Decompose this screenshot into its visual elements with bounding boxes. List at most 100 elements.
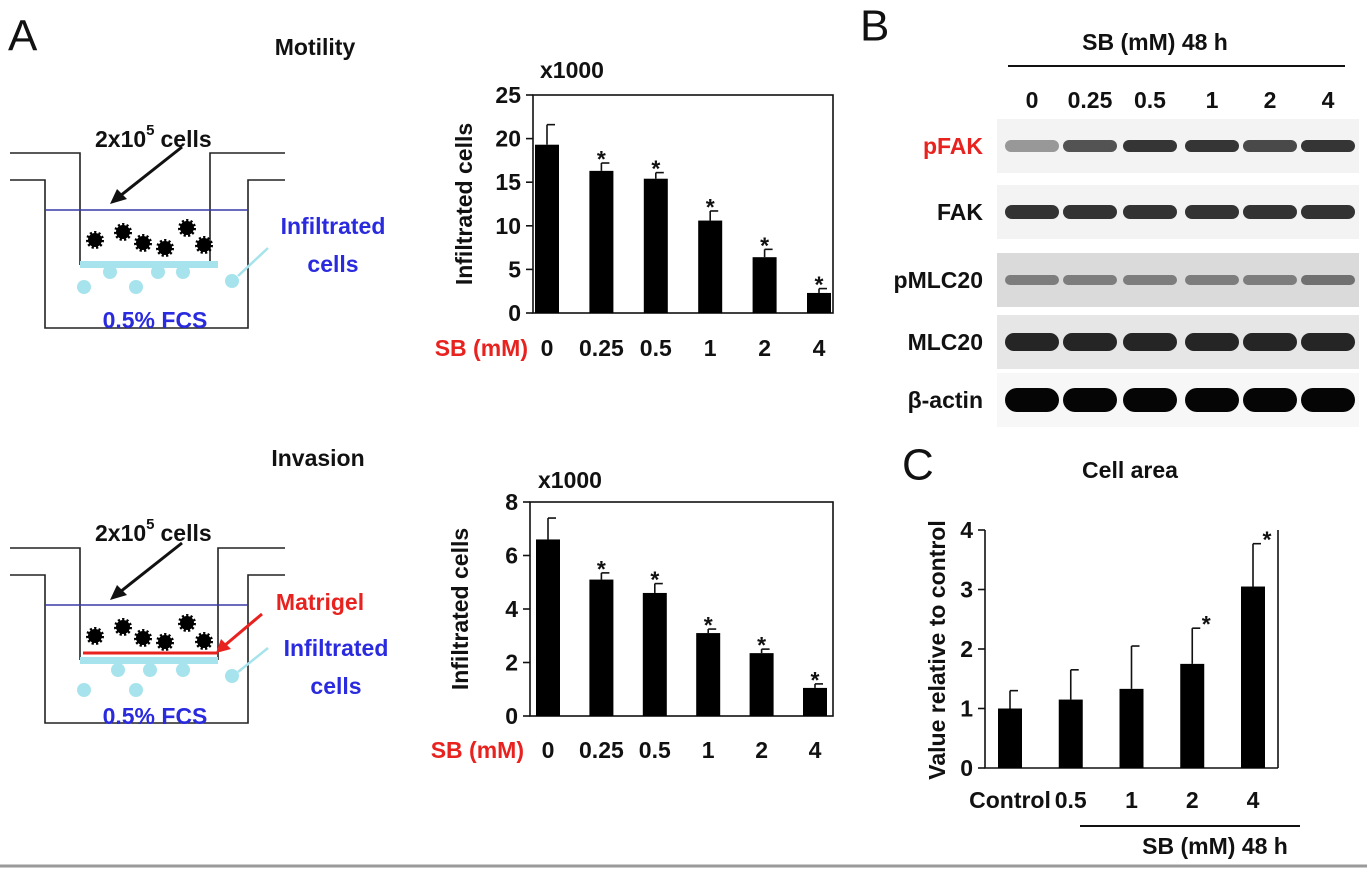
blot-band <box>1005 275 1059 285</box>
axis-frame <box>532 94 834 314</box>
y-tick-label: 2 <box>505 650 518 676</box>
significance-mark: * <box>597 146 606 172</box>
significance-mark: * <box>597 556 606 582</box>
y-tick-label: 15 <box>495 169 521 195</box>
x-tick-label: 4 <box>813 335 826 361</box>
chart-title: Invasion <box>271 445 364 471</box>
x-tick-label: 0.5 <box>640 335 672 361</box>
bar <box>642 592 667 716</box>
significance-mark: * <box>757 632 766 658</box>
blot-band <box>1063 333 1117 351</box>
x-tick-label: 1 <box>702 737 715 763</box>
y-tick-label: 1 <box>960 696 973 722</box>
insert <box>10 152 81 265</box>
transwell-diagram: 2x105 cells Matrigel Infiltrated cells 0.… <box>10 516 389 729</box>
bar <box>752 257 777 313</box>
panel-label: C <box>902 441 934 490</box>
blot-band <box>1301 140 1355 152</box>
lane-label: 2 <box>1264 87 1277 113</box>
transwell-diagram: 2x105 cells Infiltrated cells 0.5% FCS <box>10 122 385 333</box>
insert <box>217 547 285 660</box>
western-blot: SB (mM) 48 h <box>1008 29 1345 67</box>
y-axis-label: Value relative to control <box>924 520 950 779</box>
bar <box>589 579 614 716</box>
arrow-head <box>110 189 127 204</box>
blot-band <box>1123 333 1177 351</box>
significance-mark: * <box>1263 527 1272 553</box>
y-tick-label: 4 <box>505 596 518 622</box>
y-tick-label: 5 <box>508 256 521 282</box>
infiltrated-cells <box>77 265 239 294</box>
y-tick-label: 2 <box>960 636 973 662</box>
blot-band <box>1123 388 1177 412</box>
significance-mark: * <box>706 194 715 220</box>
blot-band <box>1185 205 1239 219</box>
blot-band <box>1005 205 1059 219</box>
blot-strip <box>997 119 1359 173</box>
blot-band <box>1301 275 1355 285</box>
chart-title: Cell area <box>1082 457 1178 483</box>
x-tick-label: 0.5 <box>639 737 671 763</box>
significance-mark: * <box>1202 611 1211 637</box>
insert <box>10 547 81 660</box>
y-tick-label: 6 <box>505 543 518 569</box>
blot-band <box>1243 388 1297 412</box>
x-tick-label: 0.5 <box>1055 787 1087 813</box>
lane-label: 0 <box>1026 87 1039 113</box>
infiltrated-label: Infiltrated <box>284 635 389 661</box>
x-tick-label: 2 <box>1186 787 1199 813</box>
x-tick-label: 1 <box>1125 787 1138 813</box>
x-axis-label: SB (mM) 48 h <box>1142 833 1288 859</box>
blot-row-label: FAK <box>937 199 983 225</box>
blot-band <box>1005 140 1059 152</box>
arrow-head <box>110 585 127 600</box>
y-multiplier: x1000 <box>540 57 604 83</box>
x-tick-label: 2 <box>755 737 768 763</box>
lane-label: 4 <box>1322 87 1335 113</box>
y-tick-label: 10 <box>495 213 521 239</box>
bar <box>643 178 668 313</box>
bar <box>1058 699 1083 768</box>
significance-mark: * <box>704 612 713 638</box>
x-tick-label: 4 <box>809 737 822 763</box>
insert <box>209 152 285 265</box>
blot-title: SB (mM) 48 h <box>1082 29 1228 55</box>
y-tick-label: 3 <box>960 577 973 603</box>
bar <box>1241 586 1265 768</box>
cell-count: 2x105 cells <box>95 122 212 153</box>
cells <box>86 614 213 651</box>
pointer <box>237 247 269 277</box>
blot-band <box>1123 275 1177 285</box>
blot-band <box>1063 205 1117 219</box>
matrigel-label: Matrigel <box>276 589 364 615</box>
x-tick-label: Control <box>969 787 1051 813</box>
lane-label: 0.5 <box>1134 87 1166 113</box>
bar <box>698 220 723 313</box>
x-tick-label: 0 <box>541 335 554 361</box>
blot-band <box>1123 140 1177 152</box>
well <box>10 574 285 724</box>
blot-band <box>1301 333 1355 351</box>
blot-row-label: β-actin <box>908 387 983 413</box>
blot-band <box>1063 140 1117 152</box>
x-tick-label: 0.25 <box>579 335 624 361</box>
lane-label: 1 <box>1206 87 1219 113</box>
bar <box>998 708 1022 768</box>
y-tick-label: 0 <box>960 755 973 781</box>
blot-band <box>1243 205 1297 219</box>
arrow <box>223 612 263 648</box>
blot-band <box>1063 388 1117 412</box>
infiltrated-label: cells <box>310 673 361 699</box>
blot-band <box>1301 205 1355 219</box>
blot-band <box>1123 205 1177 219</box>
blot-band <box>1063 275 1117 285</box>
bar <box>1119 688 1144 768</box>
bar <box>1180 663 1205 768</box>
x-tick-label: 0.25 <box>579 737 624 763</box>
blot-band <box>1185 275 1239 285</box>
y-tick-label: 4 <box>960 517 973 543</box>
blot-band <box>1185 140 1239 152</box>
infiltrated-cells <box>77 663 239 697</box>
bar <box>589 170 614 313</box>
well <box>10 179 285 329</box>
